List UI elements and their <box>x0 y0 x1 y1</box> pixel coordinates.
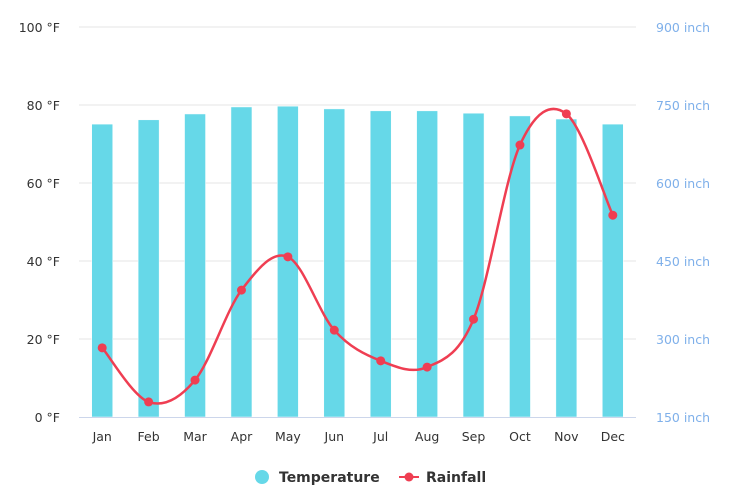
x-tick-label: May <box>275 429 301 444</box>
x-tick-label: Mar <box>183 429 207 444</box>
right-tick-label: 600 inch <box>656 176 710 191</box>
temperature-bar <box>184 113 206 418</box>
rainfall-point <box>561 109 571 119</box>
x-tick-label: Nov <box>554 429 579 444</box>
temperature-legend-icon <box>255 470 269 484</box>
x-tick-label: Jul <box>372 429 388 444</box>
rainfall-point <box>97 343 107 353</box>
temperature-bar <box>602 123 624 418</box>
x-tick-label: Aug <box>415 429 439 444</box>
left-tick-label: 40 °F <box>27 254 60 269</box>
right-tick-label: 900 inch <box>656 20 710 35</box>
x-axis: Jan Feb Mar Apr May Jun Jul Aug Sep Oct Nov Dec <box>79 417 636 444</box>
x-tick-label: Apr <box>231 429 253 444</box>
temperature-bar <box>91 123 113 418</box>
rainfall-point <box>376 356 386 366</box>
left-axis: 0 °F 20 °F 40 °F 60 °F 80 °F 100 °F <box>19 20 60 425</box>
x-tick-label: Dec <box>601 429 625 444</box>
temperature-bar <box>323 108 346 418</box>
gridlines <box>79 26 636 340</box>
right-axis: 150 inch 300 inch 450 inch 600 inch 750 inch… <box>656 20 710 425</box>
rainfall-point <box>236 285 246 295</box>
left-tick-label: 80 °F <box>27 98 60 113</box>
legend-item-temperature[interactable]: Temperature <box>255 470 380 486</box>
rainfall-point <box>190 375 200 385</box>
right-tick-label: 150 inch <box>656 410 710 425</box>
legend-label-temperature: Temperature <box>279 470 380 486</box>
rainfall-point <box>515 140 525 150</box>
right-tick-label: 750 inch <box>656 98 710 113</box>
rainfall-point <box>329 325 339 335</box>
rainfall-point <box>144 397 154 407</box>
temperature-bars <box>91 105 624 418</box>
left-tick-label: 0 °F <box>35 410 60 425</box>
temperature-bar <box>462 112 485 418</box>
left-tick-label: 20 °F <box>27 332 60 347</box>
temperature-bar <box>137 119 160 418</box>
right-tick-label: 300 inch <box>656 332 710 347</box>
rainfall-line <box>97 107 618 407</box>
temperature-bar <box>230 106 253 418</box>
temperature-bar <box>555 118 578 418</box>
legend-label-rainfall: Rainfall <box>426 470 486 486</box>
rainfall-point <box>608 210 618 220</box>
rainfall-spline <box>101 107 614 405</box>
rainfall-legend-icon <box>404 472 414 482</box>
x-tick-label: Oct <box>509 429 531 444</box>
temperature-bar <box>509 115 531 418</box>
rainfall-point <box>469 314 479 324</box>
left-tick-label: 60 °F <box>27 176 60 191</box>
legend-item-rainfall[interactable]: Rainfall <box>399 470 486 486</box>
x-tick-label: Jun <box>324 429 345 444</box>
legend: Temperature Rainfall <box>255 470 486 486</box>
temperature-bar <box>369 110 392 418</box>
rainfall-point <box>422 362 432 372</box>
rainfall-point <box>283 252 293 262</box>
x-tick-label: Jan <box>92 429 112 444</box>
left-tick-label: 100 °F <box>19 20 60 35</box>
x-tick-label: Sep <box>462 429 486 444</box>
right-tick-label: 450 inch <box>656 254 710 269</box>
x-tick-label: Feb <box>138 429 160 444</box>
